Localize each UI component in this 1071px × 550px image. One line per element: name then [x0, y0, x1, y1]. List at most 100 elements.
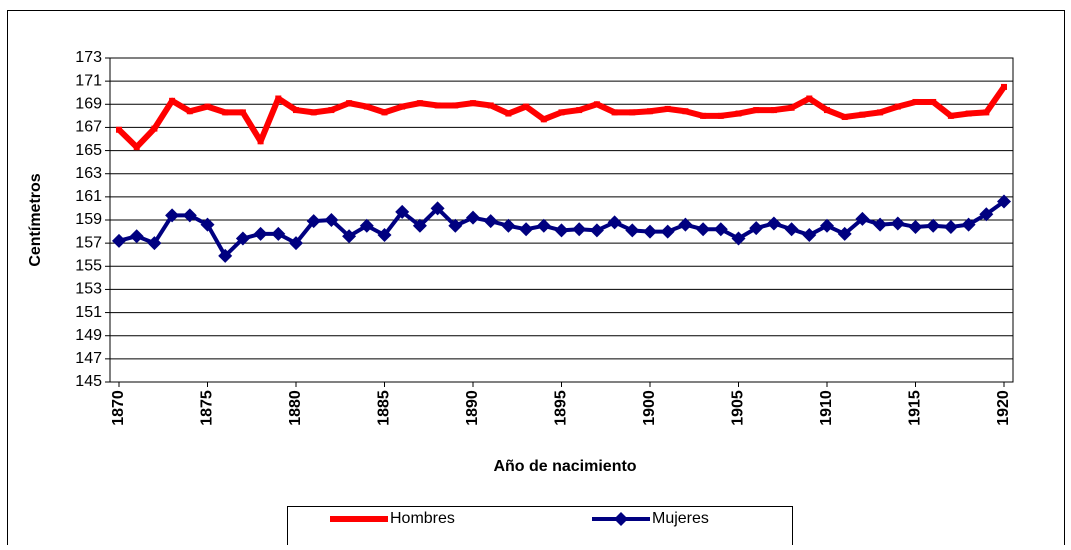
point-marker — [434, 102, 441, 109]
point-marker — [784, 222, 799, 237]
x-tick-label: 1895 — [553, 390, 570, 426]
y-tick-label: 145 — [75, 373, 102, 390]
point-marker — [820, 218, 834, 233]
point-marker — [328, 107, 335, 114]
x-tick-label: 1920 — [995, 390, 1012, 426]
point-marker — [890, 216, 905, 231]
point-marker — [735, 110, 742, 117]
point-marker — [678, 217, 693, 232]
y-tick-label: 157 — [75, 234, 102, 251]
x-tick-label: 1890 — [464, 390, 481, 426]
point-marker — [717, 112, 724, 119]
point-marker — [147, 236, 162, 251]
legend-label: Hombres — [390, 510, 455, 527]
y-tick-label: 155 — [75, 258, 102, 275]
x-tick-label: 1900 — [641, 390, 658, 426]
point-marker — [253, 226, 268, 241]
point-marker — [151, 125, 158, 132]
point-marker — [222, 109, 229, 116]
point-marker — [731, 231, 746, 246]
point-marker — [713, 222, 728, 237]
x-tick-label: 1915 — [907, 390, 924, 426]
point-marker — [470, 100, 476, 107]
point-marker — [806, 95, 813, 102]
point-marker — [770, 107, 777, 114]
point-marker — [558, 109, 565, 116]
point-marker — [540, 116, 547, 123]
x-tick-label: 1885 — [376, 390, 393, 426]
point-marker — [377, 228, 392, 243]
point-marker — [607, 215, 622, 230]
point-marker — [912, 98, 919, 105]
point-marker — [788, 104, 795, 111]
point-marker — [696, 222, 711, 237]
point-marker — [926, 218, 941, 233]
point-marker — [859, 111, 866, 118]
point-marker — [979, 207, 994, 222]
point-marker — [983, 109, 990, 116]
y-tick-label: 159 — [75, 211, 102, 228]
point-marker — [182, 208, 197, 223]
point-marker — [342, 229, 357, 244]
point-marker — [186, 108, 193, 115]
point-marker — [257, 138, 264, 145]
x-tick-label: 1910 — [818, 390, 835, 426]
point-marker — [416, 100, 423, 107]
point-marker — [576, 107, 583, 114]
point-marker — [664, 105, 671, 112]
point-marker — [961, 217, 976, 232]
point-marker — [629, 109, 636, 116]
point-marker — [324, 213, 339, 227]
point-marker — [483, 214, 498, 229]
point-marker — [452, 102, 459, 109]
point-marker — [643, 224, 657, 239]
point-marker — [129, 229, 144, 244]
point-marker — [523, 103, 530, 110]
x-tick-label: 1905 — [730, 390, 747, 426]
point-marker — [430, 201, 445, 216]
point-marker — [200, 217, 215, 232]
point-marker — [169, 97, 176, 104]
point-marker — [943, 219, 958, 234]
legend-marker — [614, 512, 628, 526]
legend-box — [287, 506, 793, 550]
point-marker — [363, 103, 370, 110]
point-marker — [239, 109, 246, 116]
point-marker — [749, 221, 764, 236]
point-marker — [466, 210, 480, 225]
point-marker — [855, 211, 870, 226]
legend-label: Mujeres — [652, 510, 709, 527]
point-marker — [625, 223, 640, 238]
point-marker — [536, 218, 551, 233]
point-marker — [116, 126, 122, 133]
point-marker — [753, 107, 760, 114]
point-marker — [965, 110, 972, 117]
x-tick-label: 1875 — [199, 390, 216, 426]
y-tick-label: 161 — [75, 188, 102, 205]
point-marker — [412, 218, 427, 233]
point-marker — [841, 114, 848, 121]
point-marker — [359, 218, 374, 233]
point-marker — [133, 144, 140, 151]
point-marker — [894, 103, 901, 110]
y-axis-title: Centímetros — [27, 173, 44, 266]
point-marker — [700, 112, 707, 119]
point-marker — [611, 109, 618, 116]
point-marker — [293, 107, 299, 114]
point-marker — [660, 224, 675, 239]
point-marker — [271, 226, 286, 241]
point-marker — [572, 222, 587, 237]
y-tick-label: 163 — [75, 165, 102, 182]
point-marker — [395, 204, 410, 219]
point-marker — [505, 110, 512, 117]
point-marker — [837, 226, 852, 241]
x-axis-title: Año de nacimiento — [493, 458, 636, 475]
x-tick-label: 1870 — [110, 390, 127, 426]
point-marker — [589, 223, 604, 238]
point-marker — [165, 208, 180, 223]
point-marker — [824, 107, 830, 114]
y-tick-label: 147 — [75, 350, 102, 367]
point-marker — [873, 217, 888, 232]
point-marker — [501, 218, 516, 233]
